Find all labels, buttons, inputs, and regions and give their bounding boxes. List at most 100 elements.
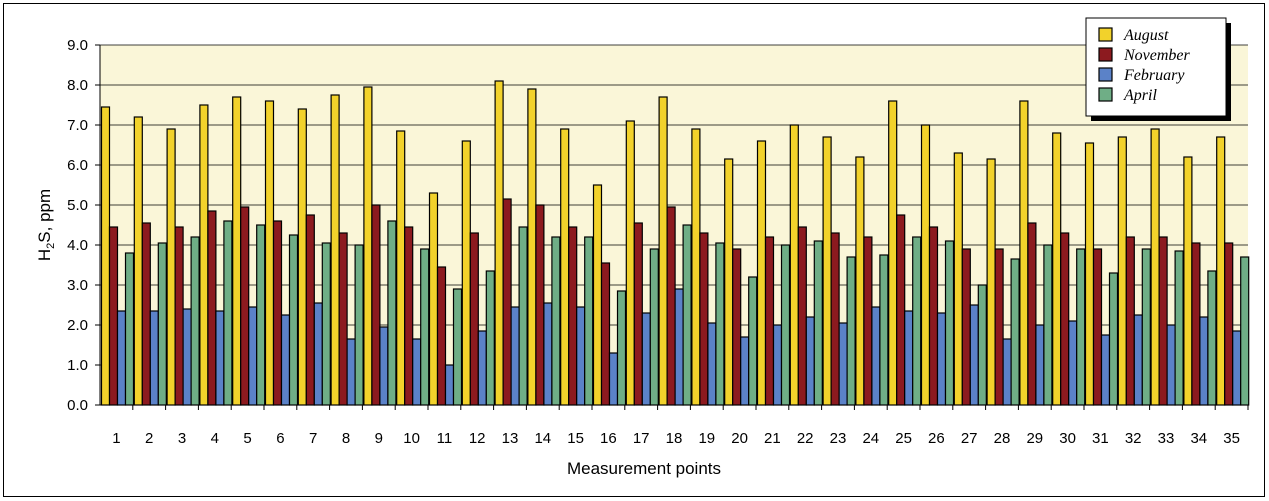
x-tick-label: 8 (342, 430, 350, 447)
x-tick-label: 4 (211, 430, 219, 447)
x-tick-label: 10 (403, 430, 420, 447)
bar-august-12 (461, 140, 471, 406)
bar-november-26 (928, 226, 939, 406)
bar-february-5 (248, 306, 258, 406)
bar-april-4 (223, 220, 233, 406)
x-tick-label: 7 (309, 430, 317, 447)
bar-february-21 (772, 324, 783, 406)
bar-august-19 (691, 128, 701, 406)
bar-april-14 (551, 236, 561, 406)
x-tick-label: 26 (928, 430, 945, 447)
x-tick-label: 19 (698, 430, 715, 447)
bar-february-29 (1035, 324, 1045, 406)
bar-august-17 (625, 120, 635, 406)
bar-february-13 (510, 306, 520, 406)
bar-april-34 (1207, 270, 1217, 406)
x-tick-label: 11 (437, 430, 453, 447)
bar-february-22 (805, 316, 815, 406)
legend-swatch-november (1098, 47, 1113, 62)
legend-label-april: April (1123, 87, 1157, 104)
y-tick-label: 2.0 (67, 317, 88, 334)
bar-february-24 (871, 306, 881, 406)
bar-february-12 (477, 330, 487, 406)
x-tick-label: 21 (764, 430, 781, 447)
bar-february-30 (1068, 320, 1078, 406)
x-tick-label: 16 (600, 430, 617, 447)
x-tick-label: 12 (469, 430, 486, 447)
x-tick-label: 24 (862, 430, 879, 447)
bar-february-27 (969, 304, 979, 406)
y-tick-label: 0.0 (67, 397, 88, 414)
bar-february-2 (149, 310, 159, 406)
bar-august-14 (527, 88, 537, 406)
bar-august-33 (1150, 128, 1160, 406)
x-tick-label: 32 (1125, 430, 1142, 447)
bar-february-34 (1199, 316, 1209, 406)
x-tick-label: 23 (830, 430, 847, 447)
bar-april-1 (124, 252, 135, 406)
y-tick-label: 4.0 (67, 237, 88, 254)
bar-february-4 (215, 310, 225, 406)
y-tick-label: 3.0 (67, 277, 88, 294)
bar-february-20 (740, 336, 750, 406)
bar-april-29 (1043, 244, 1053, 406)
bar-april-17 (649, 248, 659, 406)
bar-august-15 (560, 128, 570, 406)
bar-february-6 (280, 314, 291, 406)
bar-april-3 (190, 236, 200, 406)
bar-april-19 (715, 242, 725, 406)
x-tick-label: 18 (666, 430, 683, 447)
y-axis-title-main: H (35, 249, 54, 261)
bar-april-5 (256, 224, 266, 406)
x-tick-label: 28 (994, 430, 1011, 447)
x-tick-label: 34 (1190, 430, 1207, 447)
x-tick-label: 17 (633, 430, 650, 447)
y-tick-labels: 0.0 1.0 2.0 3.0 4.0 5.0 6.0 7.0 8.0 9.0 (67, 37, 88, 414)
bar-february-28 (1002, 338, 1012, 406)
y-tick-label: 7.0 (67, 117, 88, 134)
bar-august-2 (133, 116, 143, 406)
bar-april-22 (813, 240, 823, 406)
bar-april-23 (846, 256, 856, 406)
bar-november-12 (469, 232, 479, 406)
bar-november-10 (404, 226, 414, 406)
bar-february-19 (707, 322, 717, 406)
bar-august-28 (986, 158, 996, 406)
bar-april-7 (321, 242, 331, 406)
bar-april-20 (748, 276, 758, 406)
bar-november-19 (699, 232, 709, 406)
bar-november-29 (1027, 222, 1037, 406)
y-tick-label: 5.0 (67, 197, 88, 214)
bar-november-22 (797, 226, 807, 406)
bar-april-6 (288, 234, 299, 406)
bar-august-23 (822, 136, 832, 406)
x-tick-label: 14 (534, 430, 551, 447)
bar-april-25 (912, 236, 922, 406)
bar-november-1 (108, 226, 119, 406)
bar-february-32 (1133, 314, 1143, 406)
bar-april-31 (1108, 272, 1119, 406)
bar-november-27 (961, 248, 971, 406)
bar-august-7 (297, 108, 307, 406)
bar-august-4 (199, 104, 209, 406)
x-tick-label: 33 (1158, 430, 1175, 447)
bar-november-34 (1191, 242, 1201, 406)
y-axis-title: H2S, ppm (35, 189, 57, 261)
bar-april-35 (1240, 256, 1250, 406)
bar-november-30 (1060, 232, 1070, 406)
bar-november-7 (305, 214, 315, 406)
y-tick-label: 9.0 (67, 37, 88, 54)
y-axis-title-subscript: 2 (45, 243, 57, 249)
bar-august-16 (592, 184, 603, 406)
bar-april-24 (879, 254, 889, 406)
bar-november-15 (568, 226, 578, 406)
legend: August November February April (1085, 17, 1231, 121)
bar-november-16 (600, 262, 611, 406)
bar-november-11 (436, 266, 447, 406)
bar-november-31 (1092, 248, 1103, 406)
x-tick-label: 15 (567, 430, 584, 447)
bar-august-34 (1183, 156, 1193, 406)
bar-april-10 (420, 248, 430, 406)
x-tick-label: 22 (797, 430, 814, 447)
bar-august-1 (100, 106, 111, 406)
